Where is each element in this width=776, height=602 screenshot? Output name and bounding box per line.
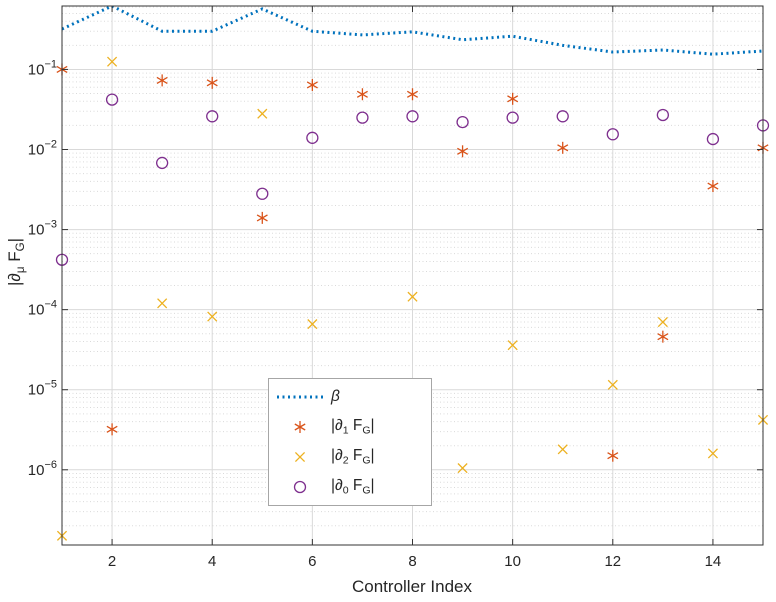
y-axis-label: |∂μ FG| xyxy=(4,238,28,286)
x-tick-labels: 2 4 6 8 10 12 14 xyxy=(108,553,721,570)
legend-label-d1: |∂1 FG| xyxy=(331,417,375,437)
legend-row-d2: |∂2 FG| xyxy=(269,443,431,472)
legend-label-d0: |∂0 FG| xyxy=(331,477,375,497)
y-tick-label: 10−3 xyxy=(28,219,57,239)
x-axis-label: Controller Index xyxy=(351,577,473,596)
x-tick-label: 2 xyxy=(108,553,116,570)
y-tick-labels: 10−1 10−2 10−3 10−4 10−5 10−6 xyxy=(28,58,57,478)
legend-sample-d2 xyxy=(294,451,306,463)
legend-label-d2: |∂2 FG| xyxy=(331,447,375,467)
legend-label-beta: β xyxy=(331,388,340,405)
legend: β |∂1 FG| |∂2 FG| |∂0 FG| xyxy=(268,378,432,506)
x-tick-label: 14 xyxy=(705,553,722,570)
x-tick-label: 12 xyxy=(604,553,621,570)
series-beta xyxy=(62,6,763,56)
x-tick-label: 6 xyxy=(308,553,316,570)
x-tick-label: 4 xyxy=(208,553,216,570)
legend-sample-d1 xyxy=(294,421,306,433)
y-tick-label: 10−2 xyxy=(28,139,57,159)
x-tick-label: 10 xyxy=(504,553,521,570)
series-d0 xyxy=(55,93,770,266)
series-d2 xyxy=(56,56,769,541)
y-tick-label: 10−1 xyxy=(28,58,57,78)
legend-row-beta: β xyxy=(269,383,431,412)
y-tick-label: 10−4 xyxy=(28,299,57,319)
x-tick-label: 8 xyxy=(408,553,416,570)
legend-sample-beta xyxy=(277,395,323,399)
y-tick-label: 10−6 xyxy=(28,459,57,479)
legend-row-d0: |∂0 FG| xyxy=(269,473,431,502)
legend-sample-d0 xyxy=(293,480,307,494)
legend-row-d1: |∂1 FG| xyxy=(269,413,431,442)
y-tick-label: 10−5 xyxy=(28,379,57,399)
tick-marks xyxy=(62,6,763,545)
